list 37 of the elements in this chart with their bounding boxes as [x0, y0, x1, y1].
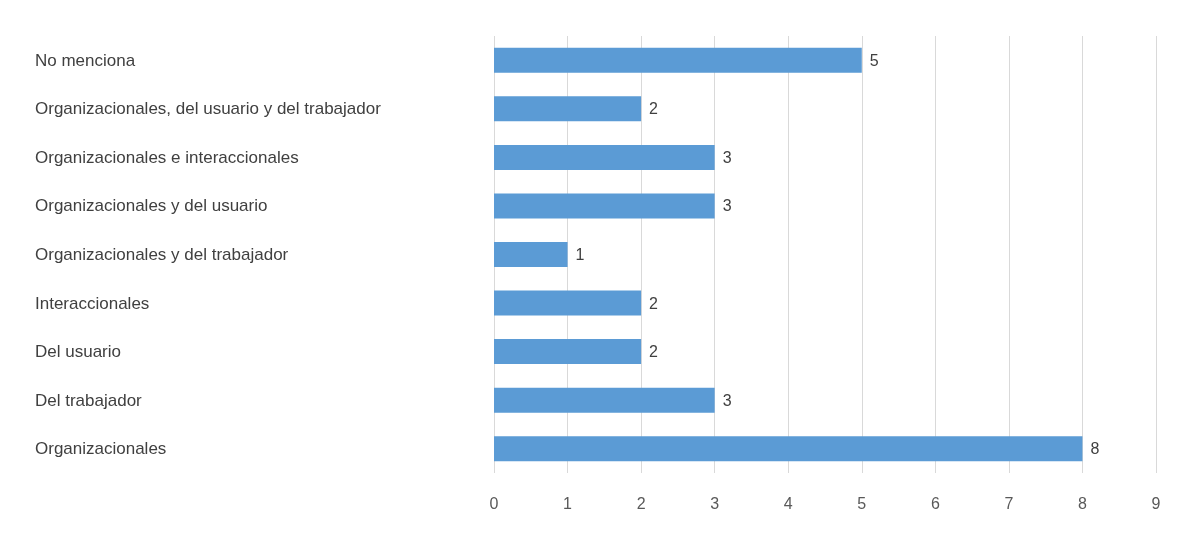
x-tick-label: 2 [636, 494, 646, 512]
x-tick-label: 1 [563, 494, 573, 512]
data-label: 2 [649, 294, 659, 312]
data-label: 8 [1090, 440, 1100, 458]
data-label: 3 [722, 148, 732, 166]
y-tick-label: No menciona [35, 50, 136, 70]
y-tick-label: Del trabajador [35, 390, 143, 410]
y-tick-label: Organizacionales y del trabajador [35, 245, 289, 264]
x-tick-label: 4 [783, 494, 793, 512]
bar [494, 339, 642, 365]
x-tick-label: 7 [1004, 494, 1014, 512]
x-tick-label: 9 [1151, 494, 1161, 512]
bar [494, 96, 642, 122]
data-label: 5 [869, 51, 879, 69]
y-tick-label: Organizacionales, del usuario y del trabajador [35, 99, 382, 119]
data-label: 2 [649, 100, 659, 118]
bar [494, 436, 1083, 462]
data-label: 3 [722, 197, 732, 215]
bar [494, 387, 715, 413]
y-tick-label: Organizacionales [35, 439, 167, 459]
x-tick-label: 8 [1077, 494, 1087, 512]
bar [494, 144, 715, 170]
bar [494, 193, 715, 219]
x-tick-label: 6 [930, 494, 940, 512]
y-tick-label: Organizacionales y del usuario [35, 196, 268, 216]
x-tick-label: 3 [710, 494, 720, 512]
x-tick-label: 0 [489, 494, 499, 512]
data-label: 1 [575, 246, 585, 263]
data-label: 2 [649, 343, 659, 361]
bar [494, 290, 642, 316]
bar [494, 47, 862, 73]
y-tick-label: Del usuario [35, 342, 121, 362]
y-tick-label: Organizacionales e interaccionales [35, 147, 299, 167]
y-tick-label: Interaccionales [35, 293, 150, 313]
bar [494, 242, 568, 267]
x-tick-label: 5 [857, 494, 867, 512]
data-label: 3 [722, 391, 732, 409]
